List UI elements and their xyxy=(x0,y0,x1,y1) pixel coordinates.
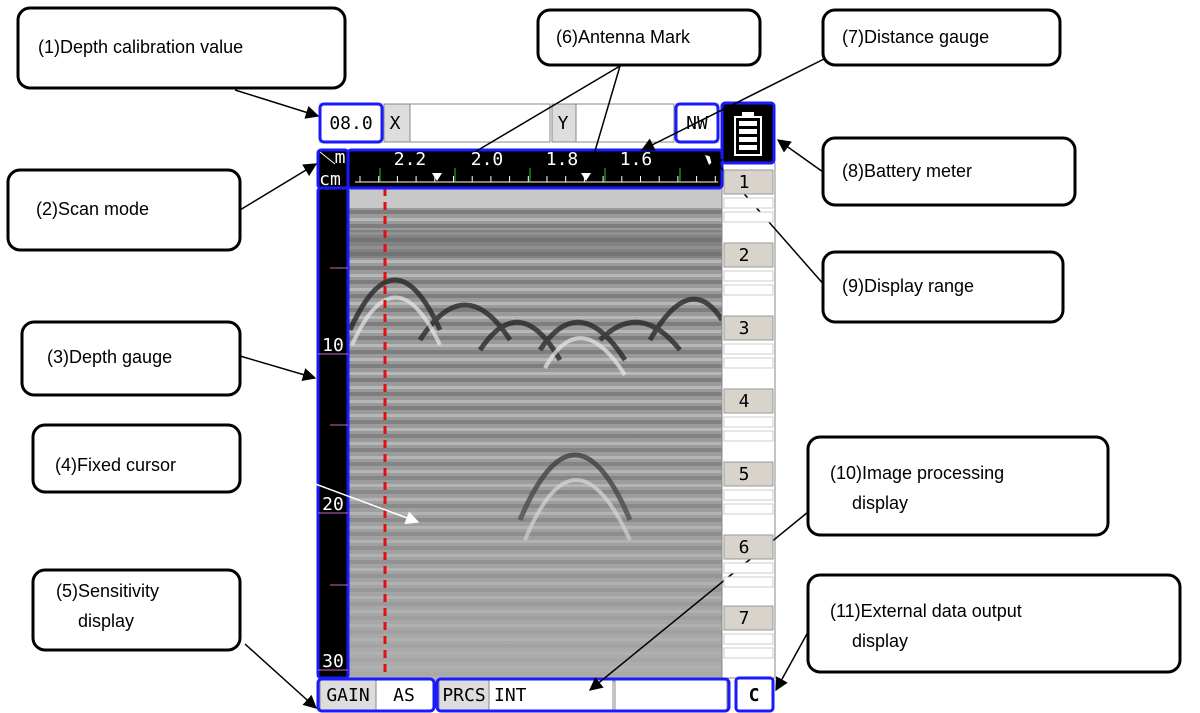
side-slot xyxy=(724,212,773,222)
side-button-label: 2 xyxy=(739,245,750,266)
side-slot xyxy=(724,577,773,587)
side-button-label: 6 xyxy=(739,537,750,558)
battery-tip xyxy=(742,112,754,117)
prcs-label: PRCS xyxy=(442,685,485,706)
callout-text: (7)Distance gauge xyxy=(842,27,989,47)
calibration-value: 08.0 xyxy=(329,113,372,134)
side-button-label: 7 xyxy=(739,608,750,629)
x-field xyxy=(410,104,550,142)
deep-fade xyxy=(348,380,722,682)
surface-band xyxy=(348,188,722,208)
callout-text: (5)Sensitivity xyxy=(56,581,159,601)
distance-label: 2.2 xyxy=(394,149,427,170)
distance-label: 2.0 xyxy=(471,149,504,170)
callout-text: display xyxy=(78,611,134,631)
distance-label: 1.8 xyxy=(546,149,579,170)
distance-label: 1.6 xyxy=(620,149,653,170)
annotated-screenshot: 08.0 X Y NW xyxy=(0,0,1200,713)
side-slot xyxy=(724,198,773,208)
gain-value: AS xyxy=(393,685,415,706)
callout-text: (4)Fixed cursor xyxy=(55,455,176,475)
side-button-label: 4 xyxy=(739,391,750,412)
callout-text: display xyxy=(852,631,908,651)
callout-box xyxy=(808,437,1108,535)
side-slot xyxy=(724,358,773,368)
callout-text: (3)Depth gauge xyxy=(47,347,172,367)
side-slot xyxy=(724,490,773,500)
depth-label: 30 xyxy=(322,651,344,672)
callout-text: (6)Antenna Mark xyxy=(556,27,691,47)
depth-label: 20 xyxy=(322,494,344,515)
radargram xyxy=(348,188,722,682)
side-slot xyxy=(724,417,773,427)
depth-gauge xyxy=(318,188,348,678)
side-slot xyxy=(724,285,773,295)
callout-text: (11)External data output xyxy=(830,601,1022,621)
side-slot xyxy=(724,344,773,354)
side-button-label: 5 xyxy=(739,464,750,485)
callout-text: (2)Scan mode xyxy=(36,199,149,219)
depth-label: 10 xyxy=(322,335,344,356)
side-slot xyxy=(724,431,773,441)
y-label: Y xyxy=(558,113,569,134)
side-button-label: 3 xyxy=(739,318,750,339)
side-button-label: 1 xyxy=(739,172,750,193)
prcs-extra-field xyxy=(615,680,727,711)
y-field xyxy=(576,104,674,142)
dark-band xyxy=(348,230,722,258)
side-slot xyxy=(724,271,773,281)
prcs-value: INT xyxy=(494,685,527,706)
x-label: X xyxy=(390,113,401,134)
gain-label: GAIN xyxy=(326,685,369,706)
callout-box xyxy=(808,575,1180,672)
direction: NW xyxy=(686,113,708,134)
callout-text: (9)Display range xyxy=(842,276,974,296)
callout-text: (1)Depth calibration value xyxy=(38,37,243,57)
output: C xyxy=(749,685,760,706)
callout-text: (8)Battery meter xyxy=(842,161,972,181)
bottom-bar: GAIN AS PRCS INT C xyxy=(320,678,772,711)
side-slot xyxy=(724,648,773,658)
side-slot xyxy=(724,563,773,573)
side-slot xyxy=(724,504,773,514)
callout-text: display xyxy=(852,493,908,513)
callout-text: (10)Image processing xyxy=(830,463,1004,483)
side-slot xyxy=(724,634,773,644)
